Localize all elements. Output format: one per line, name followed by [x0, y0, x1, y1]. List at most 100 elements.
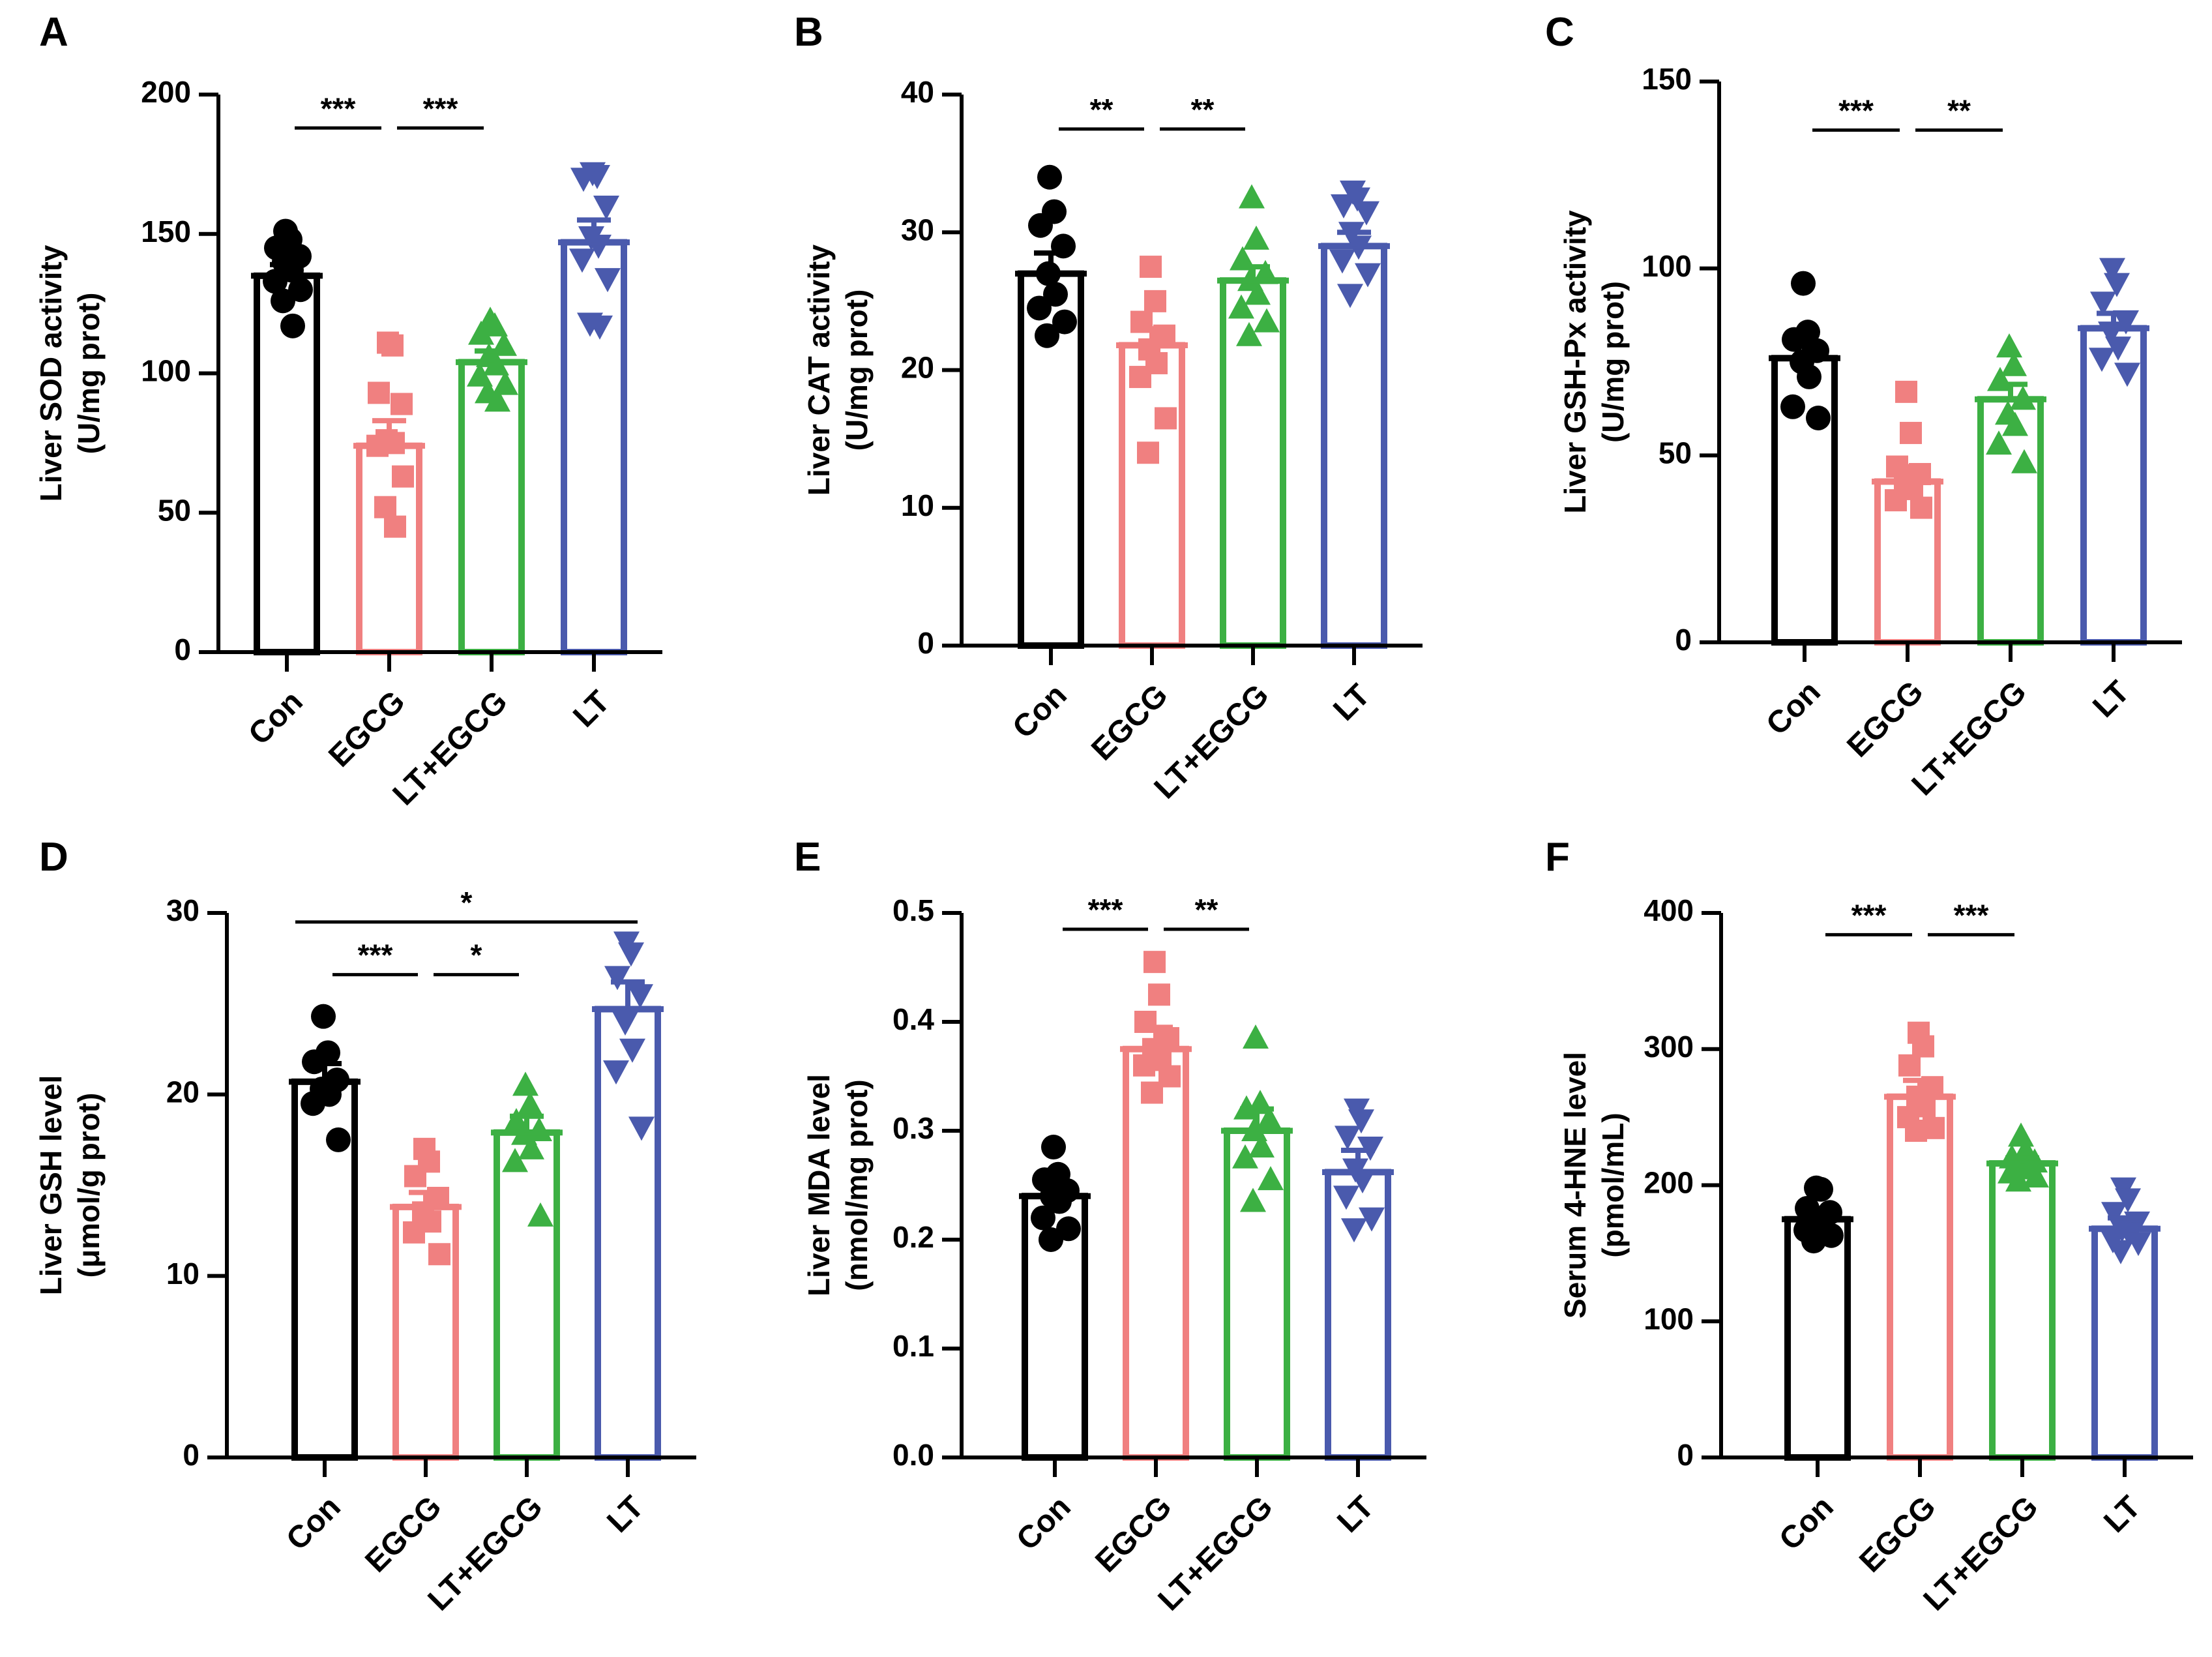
- y-axis-title: Liver GSH-Px activity: [1558, 210, 1592, 514]
- data-point: [1801, 1229, 1826, 1254]
- data-point: [1905, 1120, 1927, 1142]
- x-tick-label: LT: [1331, 1489, 1380, 1539]
- data-point: [1341, 1218, 1367, 1243]
- y-axis-title: Serum 4-HNE level: [1558, 1052, 1592, 1319]
- y-tick-label: 0.3: [892, 1111, 934, 1145]
- data-point: [1236, 321, 1262, 346]
- data-point: [1027, 295, 1052, 321]
- data-point: [484, 387, 510, 412]
- data-point: [1052, 309, 1077, 335]
- y-tick-label: 0.4: [892, 1002, 934, 1036]
- data-point: [428, 1243, 450, 1266]
- y-tick-label: 0.1: [892, 1329, 934, 1363]
- data-point: [1240, 1187, 1266, 1212]
- y-tick-label: 150: [141, 215, 191, 248]
- data-point: [1333, 1186, 1359, 1210]
- data-point: [2115, 1188, 2141, 1213]
- data-point: [570, 168, 597, 192]
- data-point: [2005, 1167, 2031, 1192]
- data-point: [482, 312, 508, 336]
- y-tick-label: 0: [1675, 623, 1692, 657]
- y-axis-title: Liver SOD activity: [34, 245, 68, 501]
- data-point: [1041, 1135, 1066, 1160]
- panel-e: E Liver MDA level (nmol/mg prot) 0.0 0.1 0.2 0…: [794, 835, 1426, 1617]
- data-point: [403, 1221, 425, 1244]
- data-point: [1155, 407, 1177, 430]
- x-tick-label: Con: [1773, 1489, 1840, 1557]
- y-axis-unit: (U/mg prot): [72, 293, 106, 455]
- x-tick-label: EGCG: [1853, 1489, 1942, 1579]
- data-point: [392, 465, 414, 488]
- data-point: [1254, 308, 1280, 333]
- significance-label: **: [1191, 93, 1215, 127]
- data-point: [1039, 1227, 1063, 1252]
- panel-label: F: [1545, 835, 1570, 880]
- data-point: [527, 1202, 553, 1227]
- significance-label: ***: [1088, 893, 1123, 927]
- y-tick-label: 50: [158, 493, 191, 527]
- data-point: [404, 1165, 426, 1187]
- data-point: [593, 196, 619, 220]
- data-point: [492, 370, 518, 395]
- data-point: [1808, 1176, 1833, 1202]
- x-tick-label: EGCG: [322, 684, 411, 773]
- significance-label: **: [1090, 93, 1113, 127]
- y-tick-label: 40: [901, 75, 934, 109]
- data-point: [502, 1148, 528, 1172]
- data-point: [311, 1004, 336, 1029]
- data-point: [1035, 323, 1059, 348]
- bar-lt-egcg: [494, 1129, 560, 1461]
- data-point: [1228, 294, 1254, 319]
- bar-egcg: [1119, 342, 1185, 649]
- data-point: [1331, 194, 1357, 218]
- data-point: [1912, 1035, 1934, 1058]
- y-axis-unit: (μmol/g prot): [72, 1093, 106, 1278]
- data-point: [1885, 489, 1907, 512]
- data-point: [2113, 310, 2139, 335]
- y-tick-label: 200: [1644, 1166, 1694, 1200]
- data-point: [1129, 366, 1151, 389]
- data-point: [1148, 983, 1170, 1006]
- data-point: [2105, 336, 2131, 361]
- data-point: [2108, 1240, 2134, 1264]
- data-point: [1898, 1054, 1921, 1077]
- data-point: [1133, 1054, 1155, 1077]
- y-axis-unit: (nmol/mg prot): [840, 1079, 874, 1291]
- data-point: [2023, 1163, 2049, 1187]
- data-point: [569, 248, 595, 273]
- data-point: [1359, 1207, 1385, 1232]
- data-point: [619, 1038, 645, 1063]
- data-point: [618, 942, 644, 967]
- y-axis-title: Liver CAT activity: [802, 245, 836, 496]
- data-point: [1243, 225, 1269, 250]
- y-tick-label: 0: [174, 633, 191, 666]
- data-point: [1239, 184, 1265, 209]
- data-point: [1329, 249, 1355, 274]
- data-point: [1141, 1081, 1163, 1104]
- x-tick-label: LT: [600, 1489, 650, 1539]
- y-tick-label: 150: [1642, 62, 1692, 96]
- x-tick-label: EGCG: [1840, 674, 1930, 764]
- data-point: [1043, 282, 1068, 307]
- data-point: [271, 288, 295, 314]
- data-point: [468, 320, 494, 345]
- data-point: [1137, 441, 1159, 464]
- data-point: [2099, 258, 2125, 282]
- significance-label: **: [1947, 94, 1971, 128]
- data-point: [1349, 1169, 1376, 1194]
- data-point: [1797, 364, 1821, 389]
- y-tick-label: 0.2: [892, 1220, 934, 1254]
- data-point: [2089, 348, 2115, 372]
- significance-label: ***: [1838, 94, 1874, 128]
- data-point: [381, 334, 404, 357]
- data-point: [1256, 1106, 1282, 1131]
- data-point: [587, 315, 613, 340]
- data-point: [1031, 1205, 1055, 1231]
- data-point: [1232, 1144, 1258, 1169]
- data-point: [2001, 351, 2027, 376]
- data-point: [2114, 363, 2140, 387]
- data-point: [1895, 380, 1917, 403]
- data-point: [1140, 256, 1162, 278]
- data-point: [391, 393, 413, 415]
- data-point: [612, 1011, 638, 1036]
